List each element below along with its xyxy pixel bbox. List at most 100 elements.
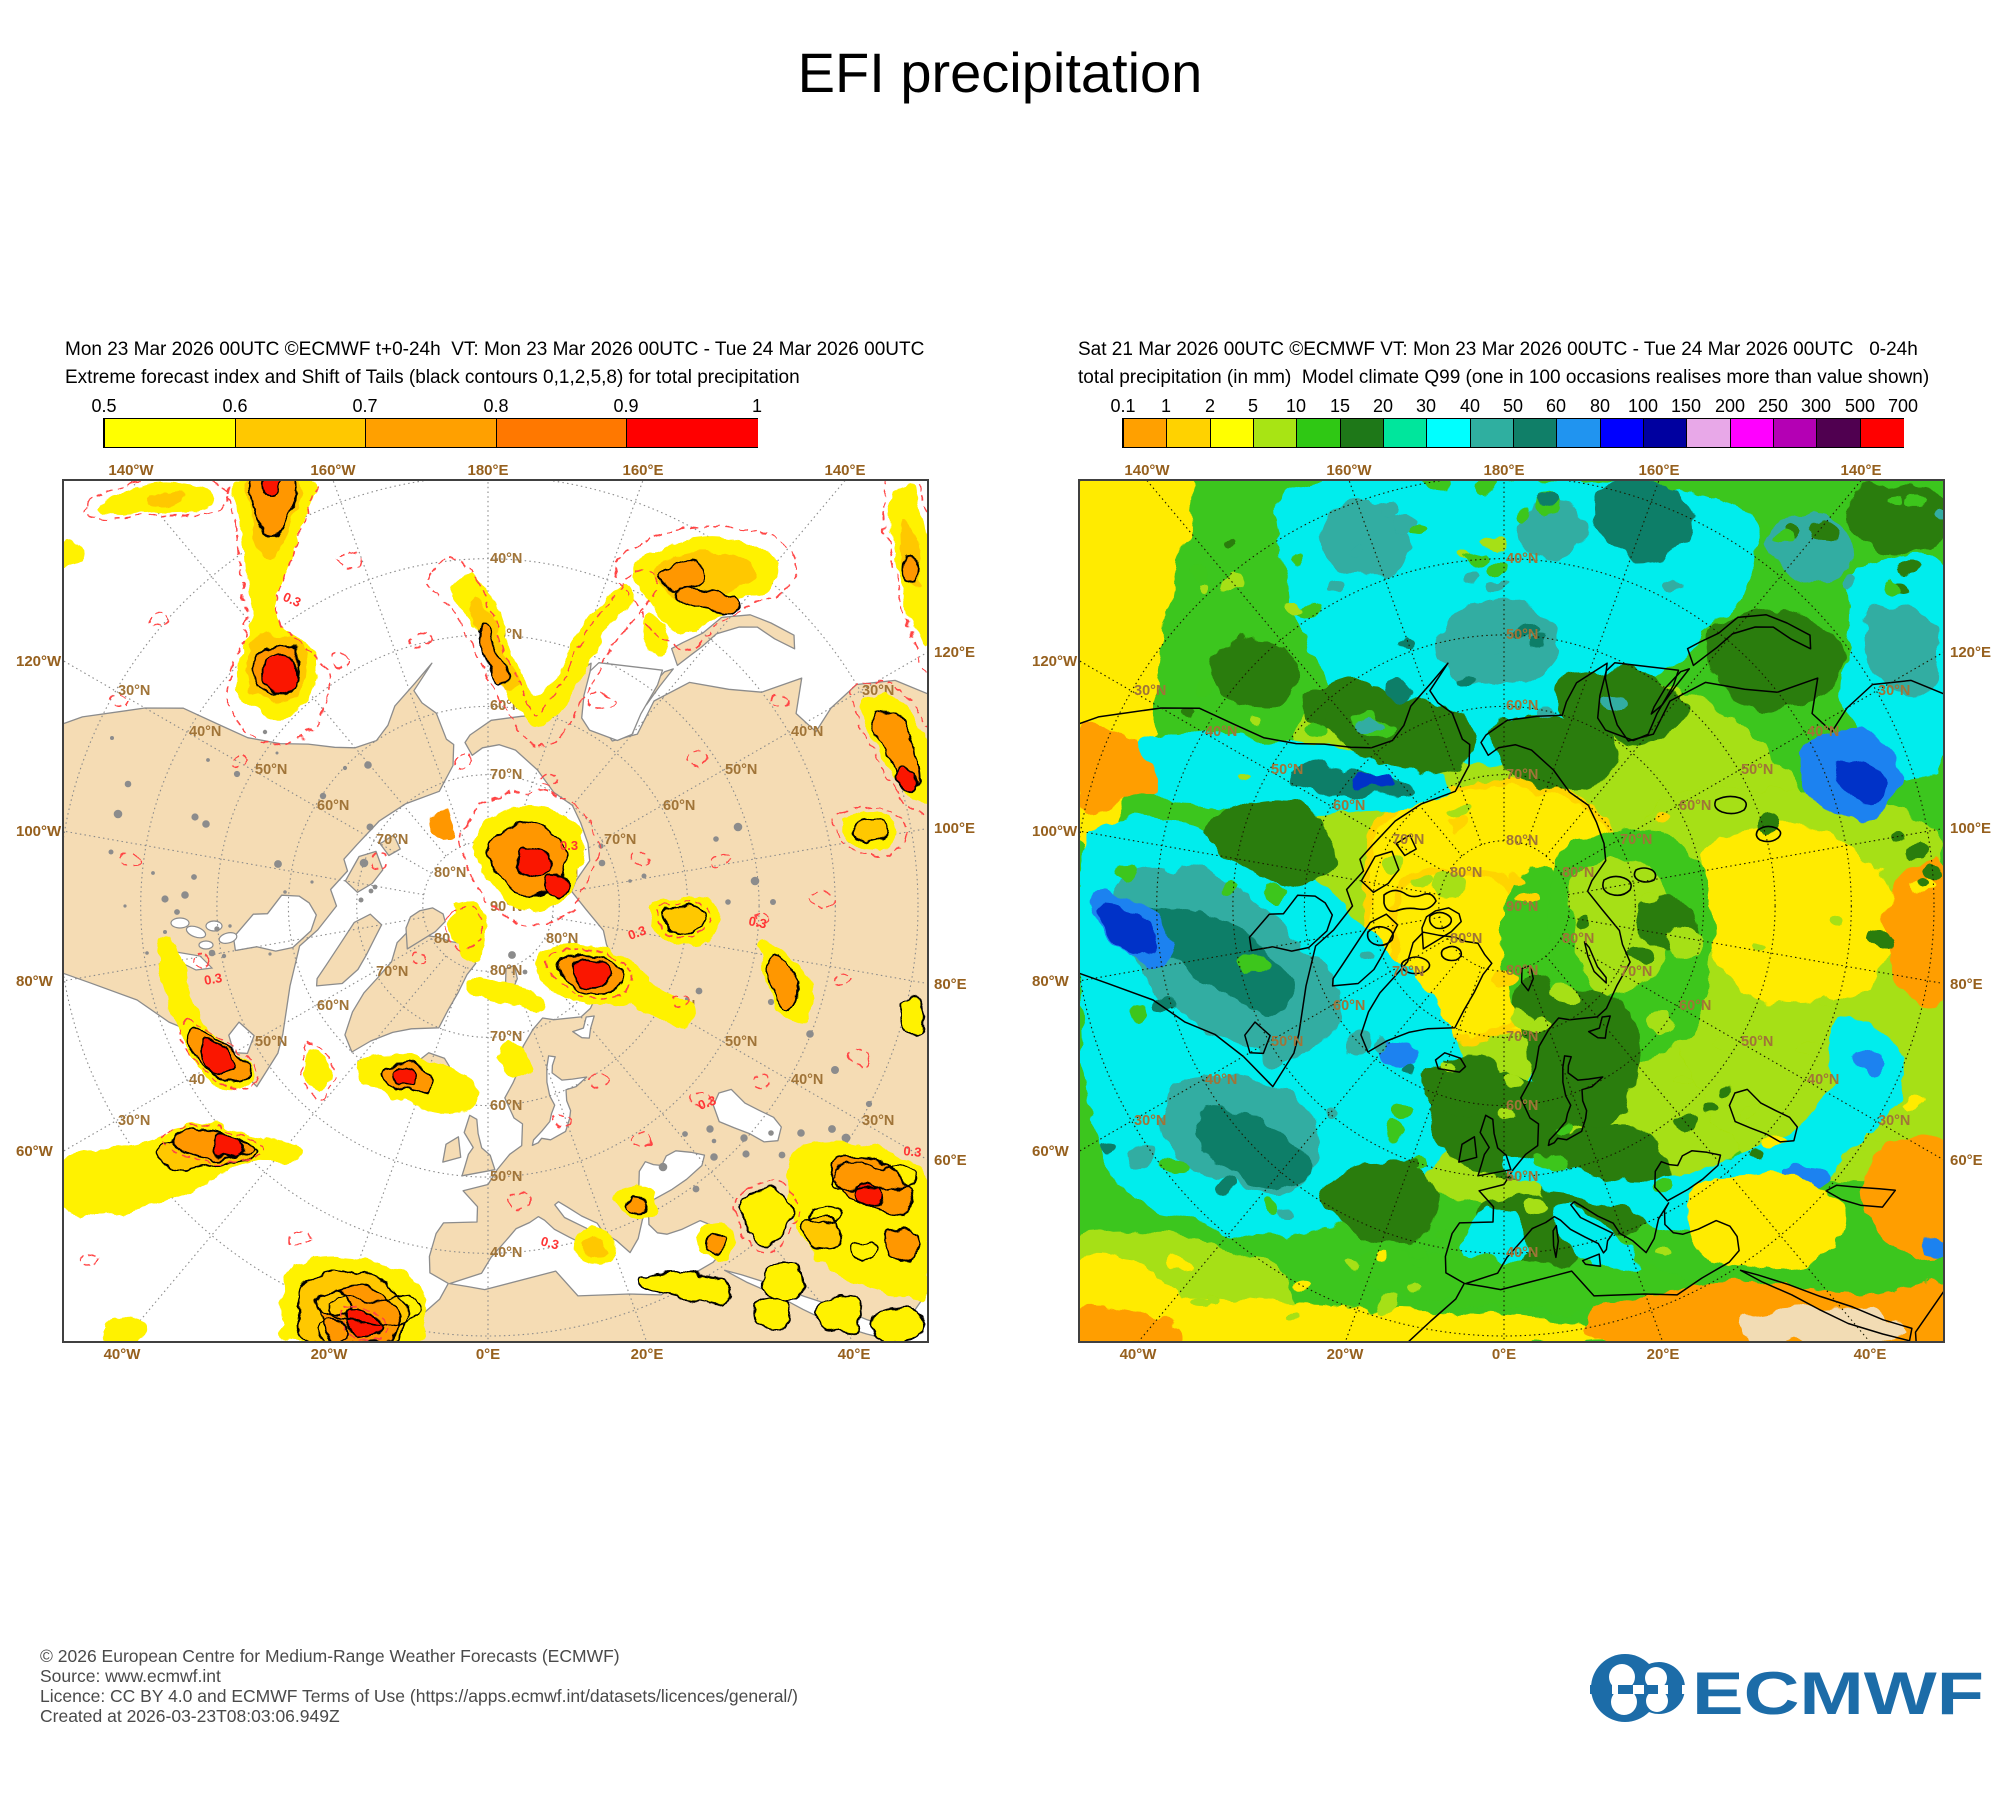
svg-text:90°N: 90°N bbox=[1506, 899, 1538, 915]
svg-text:40°E: 40°E bbox=[838, 1346, 871, 1363]
svg-text:100°E: 100°E bbox=[1950, 820, 1991, 837]
svg-text:80°N: 80°N bbox=[546, 931, 578, 947]
svg-text:70°N: 70°N bbox=[1392, 964, 1424, 980]
svg-text:0.3: 0.3 bbox=[626, 923, 648, 943]
svg-text:50°N: 50°N bbox=[255, 1034, 287, 1050]
svg-text:70°N: 70°N bbox=[1620, 832, 1652, 848]
svg-text:0.3: 0.3 bbox=[281, 589, 304, 610]
svg-text:60°N: 60°N bbox=[1333, 798, 1365, 814]
svg-text:40°N: 40°N bbox=[1807, 724, 1839, 740]
svg-text:60°N: 60°N bbox=[1506, 1098, 1538, 1114]
svg-text:0°E: 0°E bbox=[476, 1346, 500, 1363]
svg-text:160°W: 160°W bbox=[1326, 462, 1372, 479]
svg-text:140°W: 140°W bbox=[1124, 462, 1170, 479]
svg-text:50°N: 50°N bbox=[725, 762, 757, 778]
svg-text:60°W: 60°W bbox=[16, 1143, 54, 1160]
svg-text:40°W: 40°W bbox=[1120, 1346, 1158, 1363]
svg-text:80°N: 80°N bbox=[490, 963, 522, 979]
svg-text:80°N: 80°N bbox=[1506, 963, 1538, 979]
svg-text:80°N: 80°N bbox=[1562, 931, 1594, 947]
svg-text:100°W: 100°W bbox=[16, 823, 62, 840]
svg-text:50°N: 50°N bbox=[1741, 762, 1773, 778]
svg-text:0.3: 0.3 bbox=[696, 1093, 718, 1113]
svg-text:120°W: 120°W bbox=[1032, 653, 1078, 670]
svg-text:160°W: 160°W bbox=[310, 462, 356, 479]
svg-text:30°N: 30°N bbox=[1878, 1113, 1910, 1129]
svg-text:20°E: 20°E bbox=[631, 1346, 664, 1363]
svg-text:70°N: 70°N bbox=[490, 1029, 522, 1045]
svg-text:80°E: 80°E bbox=[934, 976, 967, 993]
svg-text:60°N: 60°N bbox=[490, 1098, 522, 1114]
svg-text:30°N: 30°N bbox=[1134, 683, 1166, 699]
svg-text:40°E: 40°E bbox=[1854, 1346, 1887, 1363]
svg-text:40°W: 40°W bbox=[104, 1346, 142, 1363]
svg-text:0.3: 0.3 bbox=[747, 913, 768, 931]
svg-text:50°N: 50°N bbox=[255, 762, 287, 778]
svg-text:80°N: 80°N bbox=[434, 865, 466, 881]
svg-text:70°N: 70°N bbox=[490, 767, 522, 783]
svg-text:40°N: 40°N bbox=[490, 551, 522, 567]
svg-text:50°N: 50°N bbox=[1741, 1034, 1773, 1050]
svg-text:80°W: 80°W bbox=[1032, 973, 1070, 990]
svg-text:40°N: 40°N bbox=[791, 1072, 823, 1088]
svg-text:60°N: 60°N bbox=[663, 798, 695, 814]
svg-text:60°N: 60°N bbox=[1679, 798, 1711, 814]
svg-text:80°W: 80°W bbox=[16, 973, 54, 990]
svg-text:0.3: 0.3 bbox=[539, 1233, 560, 1252]
svg-text:70°N: 70°N bbox=[604, 832, 636, 848]
svg-text:40°N: 40°N bbox=[791, 724, 823, 740]
svg-text:120°E: 120°E bbox=[1950, 644, 1991, 661]
svg-text:40°N: 40°N bbox=[1205, 1072, 1237, 1088]
svg-text:20°W: 20°W bbox=[311, 1346, 349, 1363]
svg-text:80°N: 80°N bbox=[1562, 865, 1594, 881]
svg-text:0°E: 0°E bbox=[1492, 1346, 1516, 1363]
svg-text:140°E: 140°E bbox=[1840, 462, 1881, 479]
svg-text:60°N: 60°N bbox=[1679, 998, 1711, 1014]
svg-text:60°N: 60°N bbox=[1506, 698, 1538, 714]
svg-text:40°N: 40°N bbox=[1205, 724, 1237, 740]
svg-text:50°N: 50°N bbox=[490, 1169, 522, 1185]
svg-text:60°E: 60°E bbox=[1950, 1152, 1983, 1169]
svg-text:140°W: 140°W bbox=[108, 462, 154, 479]
svg-text:40°N: 40°N bbox=[1807, 1072, 1839, 1088]
svg-text:80°E: 80°E bbox=[1950, 976, 1983, 993]
svg-text:70°N: 70°N bbox=[376, 964, 408, 980]
svg-text:70°N: 70°N bbox=[1506, 767, 1538, 783]
svg-text:100°E: 100°E bbox=[934, 820, 975, 837]
svg-text:60°E: 60°E bbox=[934, 1152, 967, 1169]
svg-text:180°E: 180°E bbox=[467, 462, 508, 479]
svg-text:70°N: 70°N bbox=[1620, 964, 1652, 980]
svg-text:50°N: 50°N bbox=[1506, 1169, 1538, 1185]
svg-text:160°E: 160°E bbox=[1638, 462, 1679, 479]
svg-text:120°W: 120°W bbox=[16, 653, 62, 670]
svg-text:100°W: 100°W bbox=[1032, 823, 1078, 840]
svg-text:0.3: 0.3 bbox=[903, 1143, 923, 1160]
svg-text:40°N: 40°N bbox=[1506, 551, 1538, 567]
svg-text:50°N: 50°N bbox=[725, 1034, 757, 1050]
svg-text:20°W: 20°W bbox=[1327, 1346, 1365, 1363]
svg-text:140°E: 140°E bbox=[824, 462, 865, 479]
svg-text:120°E: 120°E bbox=[934, 644, 975, 661]
svg-text:180°E: 180°E bbox=[1483, 462, 1524, 479]
svg-text:80°N: 80°N bbox=[1506, 833, 1538, 849]
svg-text:50°N: 50°N bbox=[1271, 1034, 1303, 1050]
svg-text:40°N: 40°N bbox=[1506, 1245, 1538, 1261]
svg-text:50°N: 50°N bbox=[1506, 627, 1538, 643]
svg-text:60°N: 60°N bbox=[317, 998, 349, 1014]
svg-text:70°N: 70°N bbox=[1506, 1029, 1538, 1045]
svg-text:80°N: 80°N bbox=[1450, 865, 1482, 881]
svg-text:30°N: 30°N bbox=[862, 1113, 894, 1129]
svg-text:160°E: 160°E bbox=[622, 462, 663, 479]
svg-text:80°N: 80°N bbox=[1450, 931, 1482, 947]
svg-text:30°N: 30°N bbox=[1134, 1113, 1166, 1129]
svg-text:40°N: 40°N bbox=[189, 724, 221, 740]
svg-text:50°N: 50°N bbox=[1271, 762, 1303, 778]
svg-text:0.3: 0.3 bbox=[560, 838, 578, 853]
svg-text:20°E: 20°E bbox=[1647, 1346, 1680, 1363]
svg-text:60°N: 60°N bbox=[1333, 998, 1365, 1014]
svg-text:30°N: 30°N bbox=[1878, 683, 1910, 699]
svg-text:40°N: 40°N bbox=[490, 1245, 522, 1261]
svg-text:70°N: 70°N bbox=[376, 832, 408, 848]
svg-text:30°N: 30°N bbox=[118, 1113, 150, 1129]
svg-text:30°N: 30°N bbox=[118, 683, 150, 699]
